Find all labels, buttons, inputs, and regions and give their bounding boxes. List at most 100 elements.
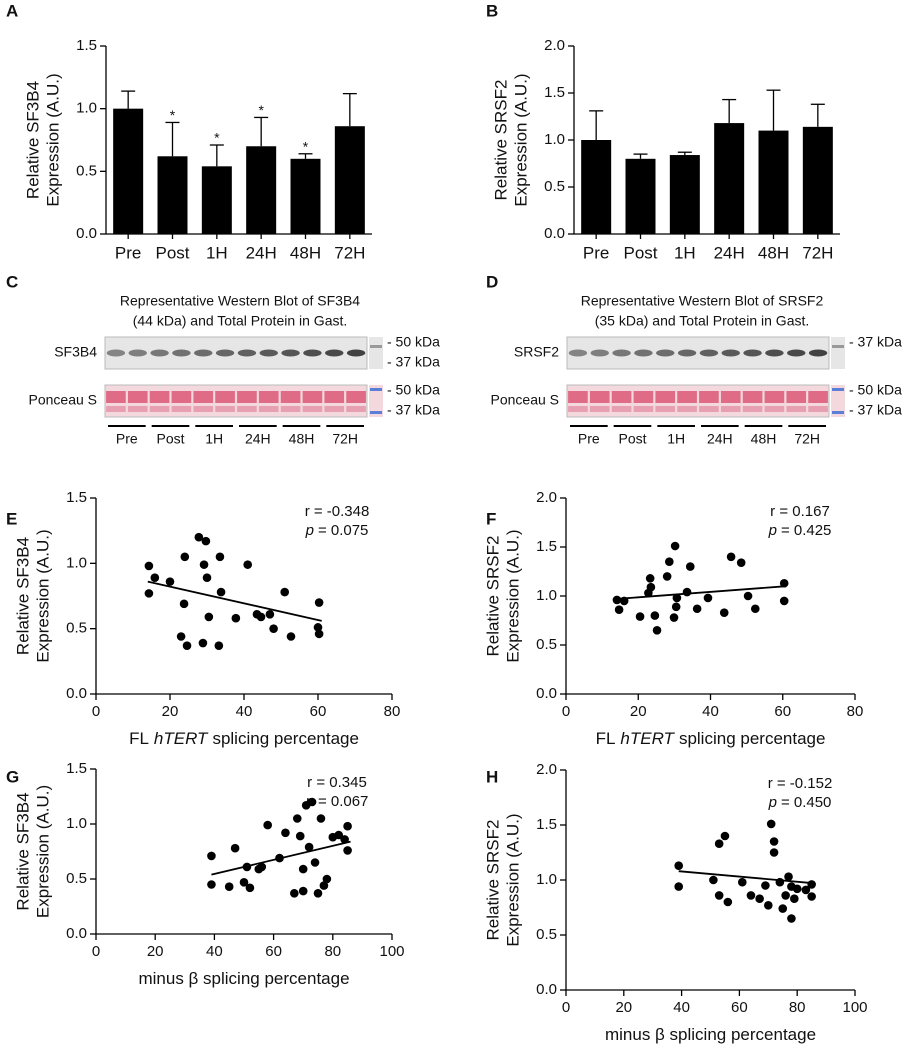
band xyxy=(127,406,148,412)
x-tick-label: 60 xyxy=(731,999,748,1016)
point xyxy=(750,604,760,614)
band xyxy=(280,391,301,403)
point xyxy=(165,577,175,586)
band xyxy=(808,349,828,357)
panel-letter: E xyxy=(6,509,17,528)
band xyxy=(655,391,676,403)
blot-row-label: Ponceau S xyxy=(491,392,560,408)
blot-row-label: SRSF2 xyxy=(514,344,559,360)
point xyxy=(314,598,324,607)
x-axis-label: FL hTERT splicing percentage xyxy=(129,729,359,748)
annotation-p: p = 0.075 xyxy=(305,522,369,539)
y-tick-label: 1.0 xyxy=(66,815,87,832)
point xyxy=(619,596,629,606)
band xyxy=(346,391,366,403)
panel-letter: G xyxy=(6,767,19,786)
point xyxy=(150,573,160,583)
group-label: 48H xyxy=(289,431,315,447)
point xyxy=(263,820,272,830)
point xyxy=(614,605,624,615)
bar xyxy=(246,146,277,234)
x-axis-label-part: hTERT xyxy=(154,729,209,748)
point xyxy=(242,862,252,872)
point xyxy=(720,831,730,841)
point xyxy=(144,589,154,598)
y-axis-label: Expression (A.U.) xyxy=(43,73,62,206)
point xyxy=(245,883,255,893)
annotation-p: p = 0.450 xyxy=(768,794,832,811)
band xyxy=(699,406,719,412)
band xyxy=(568,406,588,412)
point xyxy=(709,875,718,885)
point xyxy=(314,629,324,639)
x-tick-label: Post xyxy=(623,243,657,262)
blot-strip xyxy=(104,384,368,418)
blot-strip xyxy=(104,336,368,370)
x-tick-label: Post xyxy=(155,243,189,262)
panel-letter: B xyxy=(486,1,498,20)
point xyxy=(769,848,779,857)
band xyxy=(302,391,323,403)
band xyxy=(237,349,257,357)
band xyxy=(568,391,588,403)
size-marker: - 37 kDa xyxy=(849,402,902,418)
band xyxy=(258,406,279,412)
bar xyxy=(157,156,188,234)
ladder-lane xyxy=(831,337,845,369)
point xyxy=(280,587,290,597)
group-label: 1H xyxy=(205,431,223,447)
x-tick-label: 60 xyxy=(774,703,791,720)
x-tick-label: 40 xyxy=(702,703,719,720)
ladder-lane xyxy=(369,337,383,369)
point xyxy=(778,904,788,913)
point xyxy=(674,882,684,891)
y-axis-label: Relative SF3B4 xyxy=(13,792,32,910)
y-tick-label: 2.0 xyxy=(536,489,557,506)
ladder-band xyxy=(832,411,844,414)
blot-strip xyxy=(566,384,830,418)
point xyxy=(256,612,266,622)
x-tick-label: 48H xyxy=(758,243,789,262)
group-label: 1H xyxy=(667,431,685,447)
y-tick-label: 1.5 xyxy=(536,538,557,555)
y-tick-label: 1.0 xyxy=(66,554,87,571)
point xyxy=(340,835,349,844)
point xyxy=(652,626,662,635)
band xyxy=(325,349,344,357)
y-tick-label: 0.0 xyxy=(536,685,557,702)
y-tick-label: 0.5 xyxy=(76,162,97,179)
y-tick-label: 1.5 xyxy=(544,84,565,101)
x-axis-label: minus β splicing percentage xyxy=(138,969,349,988)
y-tick-label: 1.0 xyxy=(544,131,565,148)
y-tick-label: 2.0 xyxy=(536,761,557,778)
band xyxy=(150,349,169,357)
y-axis-label: Expression (A.U.) xyxy=(511,73,530,206)
point xyxy=(199,560,209,569)
point xyxy=(743,591,753,601)
band xyxy=(633,391,654,403)
band xyxy=(786,391,807,403)
group-label: Post xyxy=(618,431,646,447)
x-axis-label-part: minus β splicing percentage xyxy=(138,969,349,988)
band xyxy=(281,349,300,357)
bar xyxy=(290,158,321,234)
group-label: Post xyxy=(156,431,184,447)
point xyxy=(201,536,211,546)
y-tick-label: 0.0 xyxy=(66,685,87,702)
significance-marker: * xyxy=(258,102,264,118)
point xyxy=(269,624,278,633)
point xyxy=(281,828,290,838)
point xyxy=(807,892,816,901)
point xyxy=(313,889,323,898)
x-axis-label: minus β splicing percentage xyxy=(605,1025,816,1044)
x-tick-label: 24H xyxy=(246,243,277,262)
point xyxy=(784,872,793,881)
x-axis-label-part: splicing percentage xyxy=(679,729,825,748)
band xyxy=(303,349,322,357)
band xyxy=(193,391,214,403)
blot-row-label: SF3B4 xyxy=(54,344,97,360)
x-tick-label: 60 xyxy=(265,943,282,960)
annotation-p-symbol: p xyxy=(305,522,314,539)
band xyxy=(611,391,632,403)
